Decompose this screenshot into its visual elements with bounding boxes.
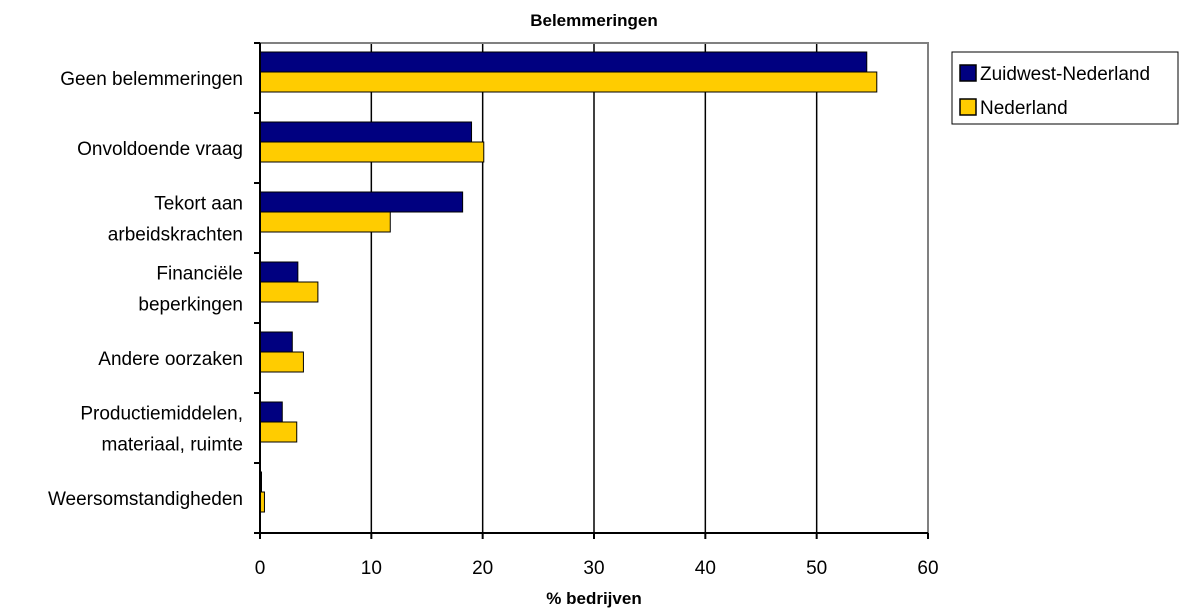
bar-nederland	[259, 141, 485, 163]
bar-zuidwest-nederland	[259, 331, 293, 353]
grid-lines	[370, 43, 929, 533]
bar-zuidwest-nederland	[259, 261, 299, 283]
legend-label: Nederland	[980, 98, 1068, 119]
category-label: materiaal, ruimte	[102, 435, 244, 456]
x-tick-label: 0	[255, 558, 266, 579]
axes	[254, 42, 929, 539]
bar-nederland	[259, 211, 391, 233]
x-tick-label: 50	[806, 558, 827, 579]
legend-swatch	[959, 64, 977, 82]
bar-zuidwest-nederland	[259, 191, 464, 213]
category-label: beperkingen	[138, 295, 243, 316]
legend-label: Zuidwest-Nederland	[980, 64, 1150, 85]
x-tick-label: 20	[472, 558, 493, 579]
x-tick-labels: 0 10 20 30 40 50 60	[255, 558, 939, 579]
category-label: Andere oorzaken	[98, 349, 243, 370]
legend: Zuidwest-Nederland Nederland	[951, 51, 1179, 125]
category-label: arbeidskrachten	[108, 225, 243, 246]
category-label: Weersomstandigheden	[48, 489, 243, 510]
category-label: Onvoldoende vraag	[77, 139, 243, 160]
bars	[259, 51, 878, 513]
x-tick-label: 40	[695, 558, 716, 579]
bar-zuidwest-nederland	[259, 401, 283, 423]
chart-title: Belemmeringen	[530, 11, 658, 30]
category-label: Geen belemmeringen	[60, 69, 243, 90]
category-label: Productiemiddelen,	[80, 404, 243, 425]
category-labels: Geen belemmeringen Onvoldoende vraag Tekor…	[48, 69, 243, 510]
bar-nederland	[259, 421, 298, 443]
bar-nederland	[259, 281, 319, 303]
bar-nederland	[259, 71, 878, 93]
x-tick-label: 10	[361, 558, 382, 579]
legend-swatch	[959, 98, 977, 116]
bar-zuidwest-nederland	[259, 121, 473, 143]
category-label: Tekort aan	[154, 194, 243, 215]
x-axis-title: % bedrijven	[546, 589, 641, 608]
legend-box	[951, 51, 1179, 125]
bar-nederland	[259, 351, 304, 373]
x-tick-label: 60	[917, 558, 938, 579]
category-label: Financiële	[156, 264, 243, 285]
bar-zuidwest-nederland	[259, 51, 868, 73]
x-tick-label: 30	[583, 558, 604, 579]
